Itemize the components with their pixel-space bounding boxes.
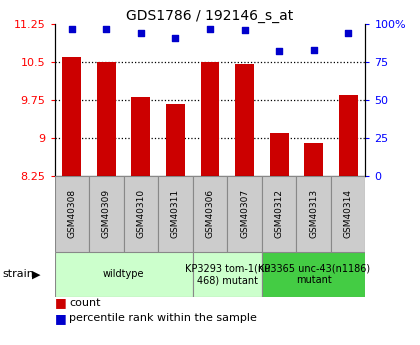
Bar — [200, 62, 220, 176]
Text: GSM40308: GSM40308 — [67, 189, 76, 238]
Bar — [55, 176, 89, 252]
Bar — [297, 176, 331, 252]
Bar — [193, 176, 227, 252]
Bar — [166, 104, 185, 176]
Text: KP3365 unc-43(n1186)
mutant: KP3365 unc-43(n1186) mutant — [257, 264, 370, 285]
Text: GSM40313: GSM40313 — [309, 189, 318, 238]
Bar — [89, 176, 123, 252]
Text: ■: ■ — [55, 312, 66, 325]
Text: strain: strain — [2, 269, 34, 279]
Point — [103, 26, 110, 31]
Bar — [304, 143, 323, 176]
Text: GSM40309: GSM40309 — [102, 189, 111, 238]
Text: GSM40307: GSM40307 — [240, 189, 249, 238]
Text: GSM40314: GSM40314 — [344, 189, 353, 238]
Bar — [270, 133, 289, 176]
Text: KP3293 tom-1(nu
468) mutant: KP3293 tom-1(nu 468) mutant — [184, 264, 270, 285]
Point — [207, 26, 213, 31]
Bar — [227, 176, 262, 252]
Text: count: count — [69, 298, 101, 307]
Bar — [97, 62, 116, 176]
Text: ▶: ▶ — [32, 269, 40, 279]
Point — [138, 30, 144, 36]
Text: wildtype: wildtype — [103, 269, 144, 279]
Text: percentile rank within the sample: percentile rank within the sample — [69, 313, 257, 323]
Bar — [331, 176, 365, 252]
Bar — [262, 176, 297, 252]
Text: GSM40306: GSM40306 — [205, 189, 215, 238]
Point — [276, 49, 282, 54]
Text: GSM40311: GSM40311 — [171, 189, 180, 238]
Bar — [158, 176, 193, 252]
Point — [241, 28, 248, 33]
Text: GSM40310: GSM40310 — [136, 189, 145, 238]
Bar — [55, 252, 193, 297]
Text: ■: ■ — [55, 296, 66, 309]
Bar — [63, 57, 81, 176]
Bar — [193, 252, 262, 297]
Bar — [339, 95, 357, 176]
Point — [310, 47, 317, 53]
Point — [172, 35, 179, 41]
Point — [345, 30, 352, 36]
Point — [68, 26, 75, 31]
Text: GSM40312: GSM40312 — [275, 189, 284, 238]
Bar — [123, 176, 158, 252]
Bar — [235, 63, 254, 176]
Bar — [262, 252, 365, 297]
Bar — [131, 97, 150, 176]
Title: GDS1786 / 192146_s_at: GDS1786 / 192146_s_at — [126, 9, 294, 23]
